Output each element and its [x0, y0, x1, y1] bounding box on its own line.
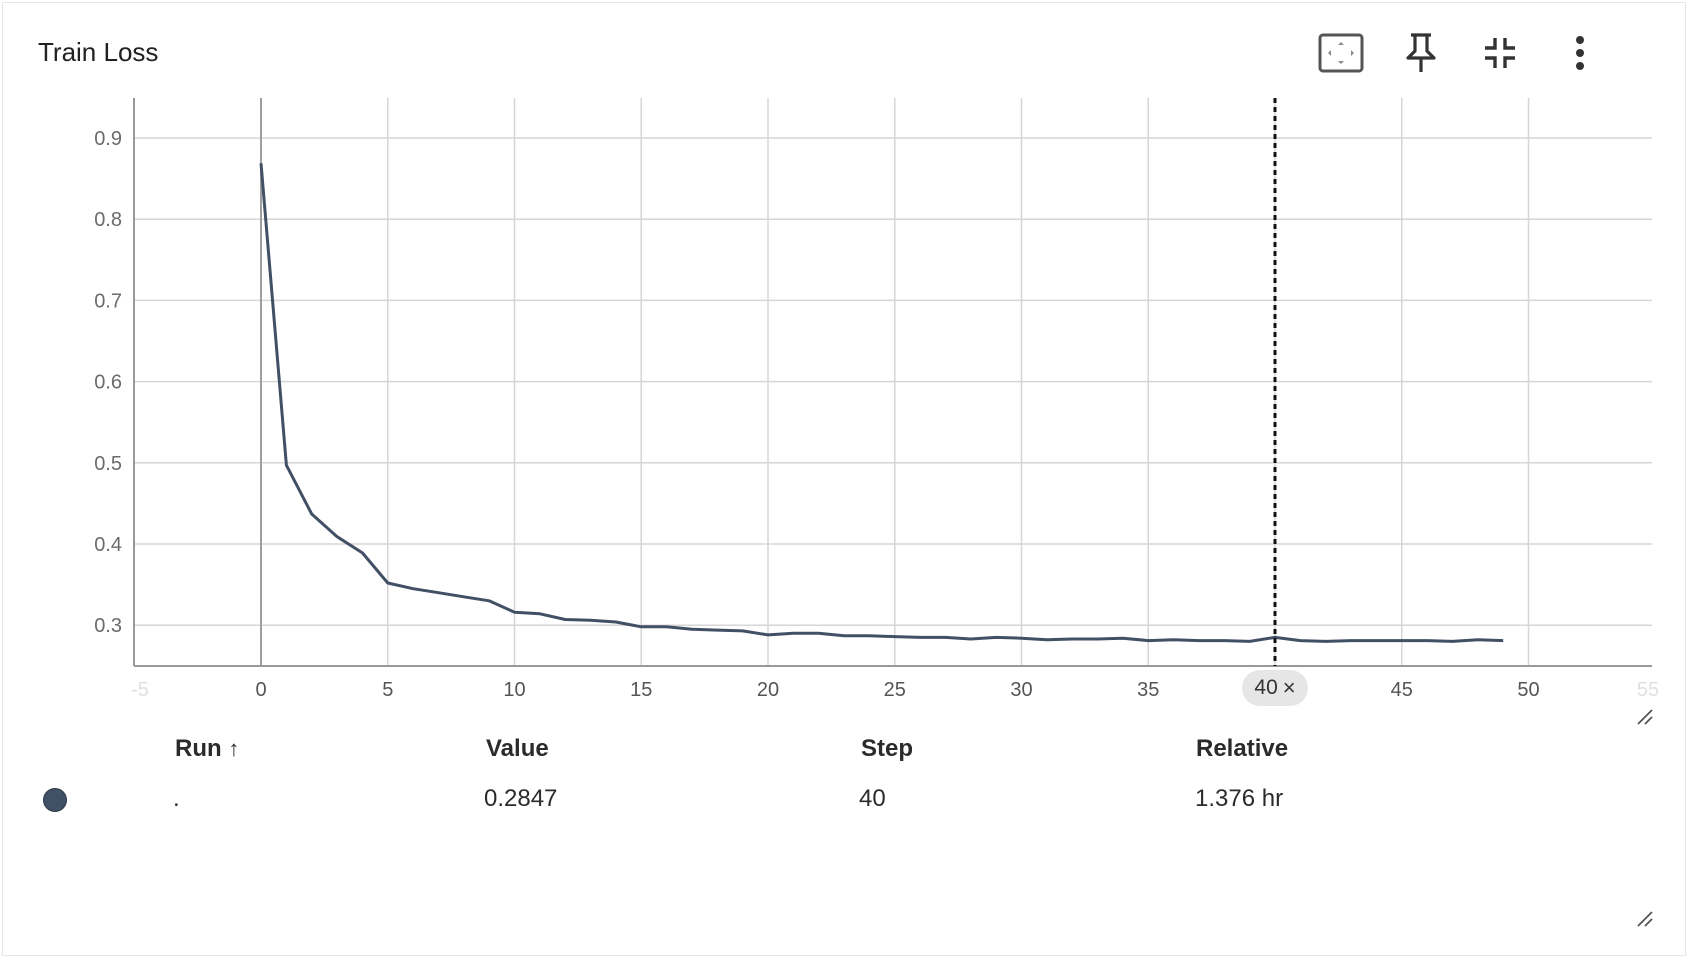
x-tick-label: 50 [1517, 679, 1539, 701]
run-name-cell: . [173, 785, 180, 812]
fit-to-domain-icon [1318, 33, 1364, 73]
y-tick-label: 0.8 [94, 209, 122, 231]
x-tick-label: 25 [884, 679, 906, 701]
y-axis-ticks: 0.3 0.4 0.5 0.6 0.7 0.8 0.9 [94, 128, 122, 637]
run-color-swatch [43, 788, 67, 812]
pin-button[interactable] [1395, 27, 1447, 79]
chart-grid [134, 98, 1652, 666]
line-chart[interactable]: 0.3 0.4 0.5 0.6 0.7 0.8 0.9 -5 0 5 10 15 20 25 30 35 45… [0, 0, 1688, 720]
x-tick-label: 20 [757, 679, 779, 701]
relative-cell: 1.376 hr [1195, 785, 1284, 812]
fit-to-domain-button[interactable] [1315, 27, 1367, 79]
sort-arrow-up-icon: ↑ [228, 736, 240, 761]
series-line-0 [259, 163, 1504, 643]
step-chip-label: 40 [1254, 676, 1278, 699]
step-cell: 40 [859, 785, 886, 812]
x-tick-label: 0 [255, 679, 266, 701]
more-menu-button[interactable] [1554, 27, 1606, 79]
x-tick-label: -5 [131, 679, 149, 701]
x-tick-label: 55 [1637, 679, 1659, 701]
x-tick-label: 10 [503, 679, 525, 701]
x-tick-label: 35 [1137, 679, 1159, 701]
y-tick-label: 0.6 [94, 372, 122, 394]
run-column-header[interactable]: Run ↑ [175, 735, 239, 763]
card-title: Train Loss [38, 37, 159, 67]
x-tick-label: 30 [1010, 679, 1032, 701]
relative-column-header[interactable]: Relative [1196, 735, 1289, 762]
y-tick-label: 0.7 [94, 290, 122, 312]
step-column-header[interactable]: Step [861, 735, 914, 762]
x-tick-label: 15 [630, 679, 652, 701]
collapse-icon [1485, 38, 1515, 68]
value-cell: 0.2847 [484, 785, 558, 812]
run-header-label: Run [175, 735, 222, 762]
x-tick-label: 45 [1391, 679, 1413, 701]
y-tick-label: 0.5 [94, 453, 122, 475]
collapse-button[interactable] [1474, 27, 1526, 79]
pin-icon [1406, 33, 1436, 72]
more-vert-icon [1576, 36, 1584, 70]
y-tick-label: 0.4 [94, 534, 122, 556]
series-layer [259, 163, 1504, 643]
y-tick-label: 0.9 [94, 128, 122, 150]
x-axis-ticks: -5 0 5 10 15 20 25 30 35 45 50 55 [131, 679, 1659, 701]
x-tick-label: 5 [382, 679, 393, 701]
chart-resize-icon[interactable] [1636, 708, 1654, 726]
y-tick-label: 0.3 [94, 615, 122, 637]
card-resize-icon[interactable] [1636, 910, 1654, 928]
step-selector-chip[interactable]: 40 × [1242, 670, 1308, 706]
close-icon[interactable]: × [1282, 675, 1296, 700]
value-column-header[interactable]: Value [486, 735, 549, 762]
